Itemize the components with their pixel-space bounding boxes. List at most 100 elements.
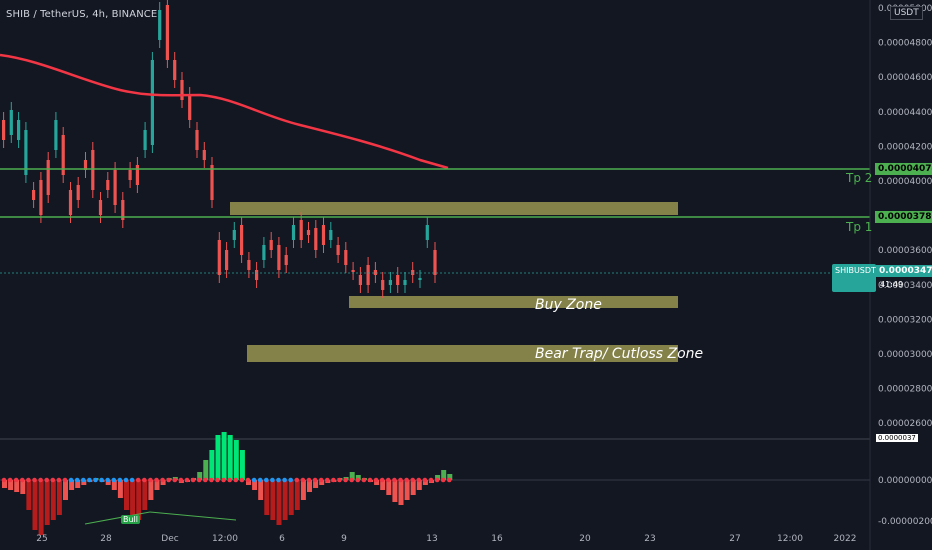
oscillator-bar (38, 480, 44, 535)
oscillator-bar (160, 480, 166, 485)
candle-body (277, 245, 281, 270)
oscillator-bar (294, 480, 300, 510)
time-tick-label: 25 (36, 534, 47, 544)
currency-badge[interactable]: USDT (890, 6, 923, 20)
zero-line-dot (190, 477, 196, 483)
zero-line-dot (294, 477, 300, 483)
oscillator-bar (142, 480, 148, 510)
candle-body (329, 230, 333, 240)
divergence-line (84, 511, 151, 525)
oscillator-top-tag: 0.0000037 (876, 434, 918, 442)
zero-line-dot (56, 477, 62, 483)
zero-line-dot (447, 477, 452, 483)
zero-line-dot (160, 477, 165, 483)
candle-body (202, 150, 206, 160)
price-tick-label: 0.00004200 (878, 142, 932, 152)
bull-label: Bull (121, 515, 141, 524)
candle-body (39, 180, 43, 215)
zero-line-dot (1, 477, 7, 483)
zero-line-dot (379, 477, 385, 483)
candles-layer (2, 0, 437, 298)
chart-title: SHIB / TetherUS, 4h, BINANCE (6, 9, 158, 20)
zero-line-dot (288, 477, 294, 483)
oscillator-tick-label: 0.00000000 (878, 476, 932, 486)
oscillator-bar (252, 480, 258, 490)
zero-line-dot (135, 477, 141, 483)
zero-line-dot (257, 477, 263, 483)
zero-line-dot (245, 477, 251, 483)
zero-line-dot (20, 477, 25, 483)
zero-line-dot (184, 477, 190, 483)
candle-body (54, 120, 58, 150)
zero-line-dot (410, 477, 416, 483)
oscillator-bar (81, 480, 87, 485)
oscillator-bar (349, 472, 355, 480)
zero-line-dot (312, 477, 318, 483)
candle-body (106, 180, 110, 190)
tp2-price-tag: 0.00004074 (875, 163, 932, 175)
candle-body (135, 165, 139, 185)
oscillator-bar (117, 480, 123, 498)
zero-line-dot (331, 477, 336, 483)
oscillator-bar (130, 480, 136, 518)
candle-body (418, 278, 422, 280)
candle-body (425, 225, 429, 240)
candle-body (403, 280, 407, 285)
zero-line-dot (87, 477, 92, 483)
oscillator-bar (258, 480, 264, 500)
oscillator-bar (26, 480, 32, 510)
zero-line-dot (398, 477, 403, 483)
oscillator-bar (50, 480, 56, 520)
oscillator-bar (422, 480, 428, 485)
zero-line-dot (404, 477, 409, 483)
levels-layer (0, 168, 870, 274)
oscillator-bar (264, 480, 270, 515)
moving-average-layer (0, 53, 449, 170)
oscillator-bar (197, 472, 203, 480)
candle-body (158, 10, 162, 40)
time-tick-label: 2022 (834, 534, 857, 544)
candle-body (173, 60, 177, 80)
time-tick-label: 9 (341, 534, 347, 544)
candle-body (180, 80, 184, 100)
oscillator-bar (246, 480, 251, 485)
candle-body (344, 250, 348, 265)
oscillator-bar (447, 474, 453, 480)
candle-body (76, 185, 80, 200)
zero-line-dot (233, 477, 239, 483)
zero-line-dot (26, 477, 31, 483)
zero-line-dot (209, 477, 214, 483)
time-tick-label: 12:00 (777, 534, 803, 544)
oscillator-bar (111, 480, 117, 490)
oscillator-bar (75, 480, 81, 488)
candle-body (46, 160, 50, 195)
oscillator-bar (313, 480, 319, 488)
zero-line-dot (215, 477, 220, 483)
oscillator-bar (441, 470, 447, 480)
price-tick-label: 0.00004400 (878, 108, 932, 118)
oscillator-bar (56, 480, 62, 515)
oscillator-bar (209, 450, 215, 480)
oscillator-bar (374, 480, 380, 485)
oscillator-bar (410, 480, 416, 495)
oscillator-bar (203, 460, 209, 480)
zero-line-dot (361, 477, 367, 483)
tp1-price-tag: 0.00003789 (875, 211, 932, 223)
oscillator-bar (69, 480, 75, 490)
candle-body (247, 260, 251, 270)
zero-line-dot (325, 477, 330, 483)
time-axis: 25 28 Dec 12:00 6 9 13 16 20 23 27 12:00 2022 (36, 534, 856, 544)
zero-line-dot (203, 477, 208, 483)
candle-body (396, 275, 400, 285)
zero-line-dot (44, 477, 49, 483)
candle-body (411, 270, 415, 275)
candle-body (388, 280, 392, 285)
candle-body (381, 280, 385, 290)
zero-line-dot (142, 477, 147, 483)
oscillator-bar (14, 480, 20, 492)
zero-line-dot (117, 477, 123, 483)
candle-body (9, 110, 13, 135)
zero-line-dot (434, 477, 440, 483)
zero-line-dot (367, 477, 373, 483)
